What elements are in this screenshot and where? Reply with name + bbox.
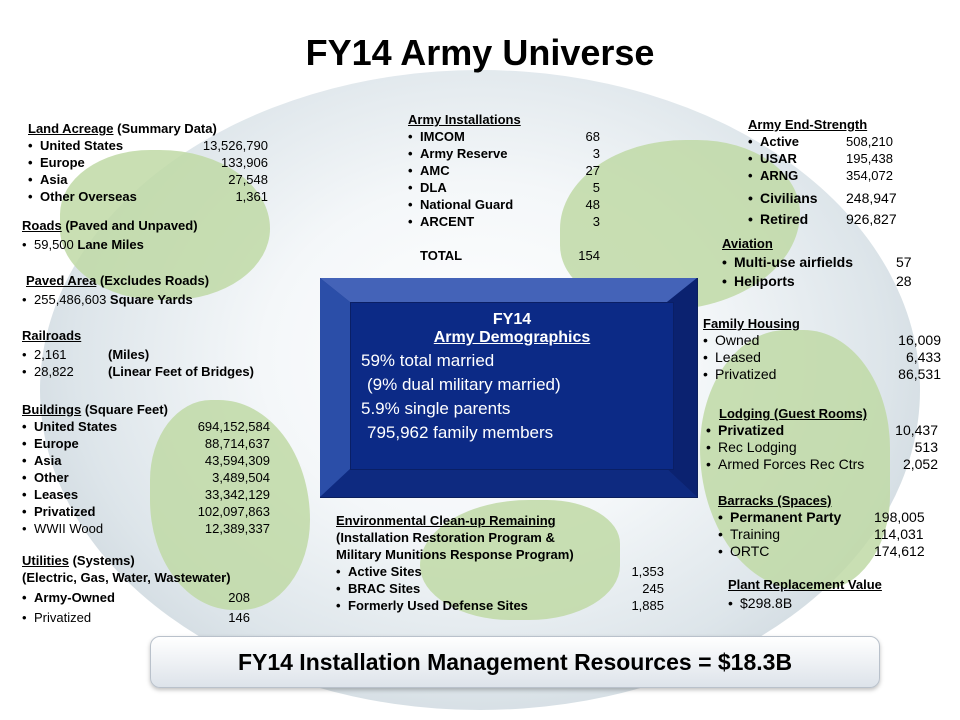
installations-heading: Army Installations xyxy=(408,112,521,127)
page-title: FY14 Army Universe xyxy=(305,32,655,73)
barracks-heading: Barracks (Spaces) xyxy=(718,493,832,508)
barracks-section: Barracks (Spaces) Permanent Party198,005… xyxy=(718,492,934,560)
list-item: $298.8B xyxy=(728,595,938,612)
end-strength-heading: Army End-Strength xyxy=(748,117,868,132)
buildings-heading: Buildings (Square Feet) xyxy=(22,402,168,417)
resources-banner-text: FY14 Installation Management Resources =… xyxy=(237,648,793,675)
resources-banner: FY14 Installation Management Resources =… xyxy=(150,636,880,688)
utilities-heading: Utilities (Systems) xyxy=(22,553,135,568)
demographics-family-members: 795,962 family members xyxy=(367,423,554,442)
roads-section: Roads (Paved and Unpaved) 59,500 Lane Mi… xyxy=(22,217,282,253)
aviation-heading: Aviation xyxy=(722,236,773,251)
continent-shape xyxy=(60,150,270,300)
plant-replacement-heading: Plant Replacement Value xyxy=(728,577,882,592)
demographics-married: 59% total married xyxy=(361,351,495,370)
utilities-section: Utilities (Systems) (Electric, Gas, Wate… xyxy=(22,552,284,626)
demographics-year: FY14 xyxy=(492,311,532,328)
environmental-subheading: (Installation Restoration Program & xyxy=(336,530,555,545)
land-acreage-heading: Land Acreage (Summary Data) xyxy=(28,121,217,136)
family-housing-heading: Family Housing xyxy=(703,316,800,331)
list-item: 28,822(Linear Feet of Bridges) xyxy=(22,363,302,380)
utilities-subheading: (Electric, Gas, Water, Wastewater) xyxy=(22,570,231,585)
list-item: 2,161(Miles) xyxy=(22,346,302,363)
demographics-dual: (9% dual military married) xyxy=(367,375,561,394)
paved-area-section: Paved Area (Excludes Roads) 255,486,603 … xyxy=(26,272,286,308)
list-item: 255,486,603 Square Yards xyxy=(22,291,286,308)
list-item: 59,500 Lane Miles xyxy=(22,236,282,253)
demographics-bevel xyxy=(320,278,697,497)
plant-replacement-section: Plant Replacement Value $298.8B xyxy=(728,576,938,612)
demographics-single-parents: 5.9% single parents xyxy=(361,399,511,418)
land-acreage-section: Land Acreage (Summary Data) United State… xyxy=(28,120,268,205)
demographics-heading: Army Demographics xyxy=(433,329,591,346)
continent-shape xyxy=(150,400,310,610)
installations-total: TOTAL 154 xyxy=(420,248,600,263)
environmental-heading: Environmental Clean-up Remaining xyxy=(336,513,556,528)
roads-heading: Roads (Paved and Unpaved) xyxy=(22,218,198,233)
railroads-heading: Railroads xyxy=(22,328,82,343)
buildings-section: Buildings (Square Feet) United States694… xyxy=(22,401,270,537)
environmental-subheading: Military Munitions Response Program) xyxy=(336,547,574,562)
paved-area-heading: Paved Area (Excludes Roads) xyxy=(26,273,210,288)
lodging-heading: Lodging (Guest Rooms) xyxy=(719,406,868,421)
demographics-box: FY14 Army Demographics 59% total married… xyxy=(350,302,674,470)
railroads-section: Railroads 2,161(Miles) 28,822(Linear Fee… xyxy=(22,327,302,380)
environmental-section: Environmental Clean-up Remaining (Instal… xyxy=(336,512,664,614)
